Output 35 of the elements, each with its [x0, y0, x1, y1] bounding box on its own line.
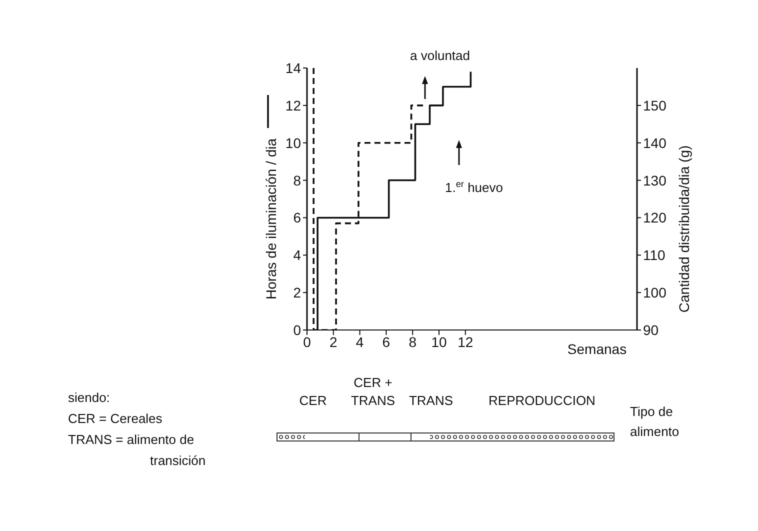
- y-tick-label: 6: [293, 210, 302, 226]
- y-axis-title: Horas de iluminación / dia: [263, 138, 279, 300]
- y2-tick-label: 110: [643, 247, 666, 264]
- annotation: 1.$^{er}$ huevo: [445, 179, 503, 195]
- y-tick-label: 8: [293, 172, 302, 188]
- text: Tipo de alimento: [630, 404, 680, 439]
- y2-tick-label: 120: [643, 210, 667, 226]
- x-axis-title: Semanas: [567, 341, 627, 357]
- y-tick-label: 10: [285, 134, 302, 151]
- y2-axis-title: Cantidad distribuida/dia (g): [676, 145, 692, 313]
- text: siendo:: [68, 390, 110, 405]
- y2-tick-label: 150: [643, 97, 667, 114]
- text: CER + TRANS: [350, 375, 396, 408]
- x-tick-label: 4: [356, 334, 364, 350]
- text: CER: [299, 393, 327, 408]
- y2-tick-label: 100: [643, 284, 667, 301]
- x-tick-label: 10: [431, 334, 447, 350]
- x-tick-label: 2: [330, 334, 338, 350]
- text: TRANS: [408, 393, 454, 408]
- x-tick-label: 8: [408, 334, 417, 350]
- y-tick-label: 0: [293, 322, 302, 338]
- y-tick-label: 4: [293, 247, 302, 264]
- x-tick-label: 12: [458, 334, 474, 350]
- text: a voluntad: [410, 48, 470, 63]
- text: REPRODUCCION: [488, 393, 596, 408]
- x-tick-label: 6: [382, 334, 390, 350]
- y-tick-label: 14: [285, 60, 302, 76]
- text: TRANS = alimento de transición: [68, 432, 206, 468]
- y2-tick-label: 90: [643, 322, 659, 338]
- y2-tick-label: 140: [643, 134, 667, 151]
- y2-tick-label: 130: [643, 172, 667, 188]
- y-tick-label: 12: [285, 97, 302, 114]
- x-tick-label: 0: [303, 334, 312, 350]
- text: CER = Cereales: [68, 411, 163, 426]
- y-tick-label: 2: [293, 284, 302, 301]
